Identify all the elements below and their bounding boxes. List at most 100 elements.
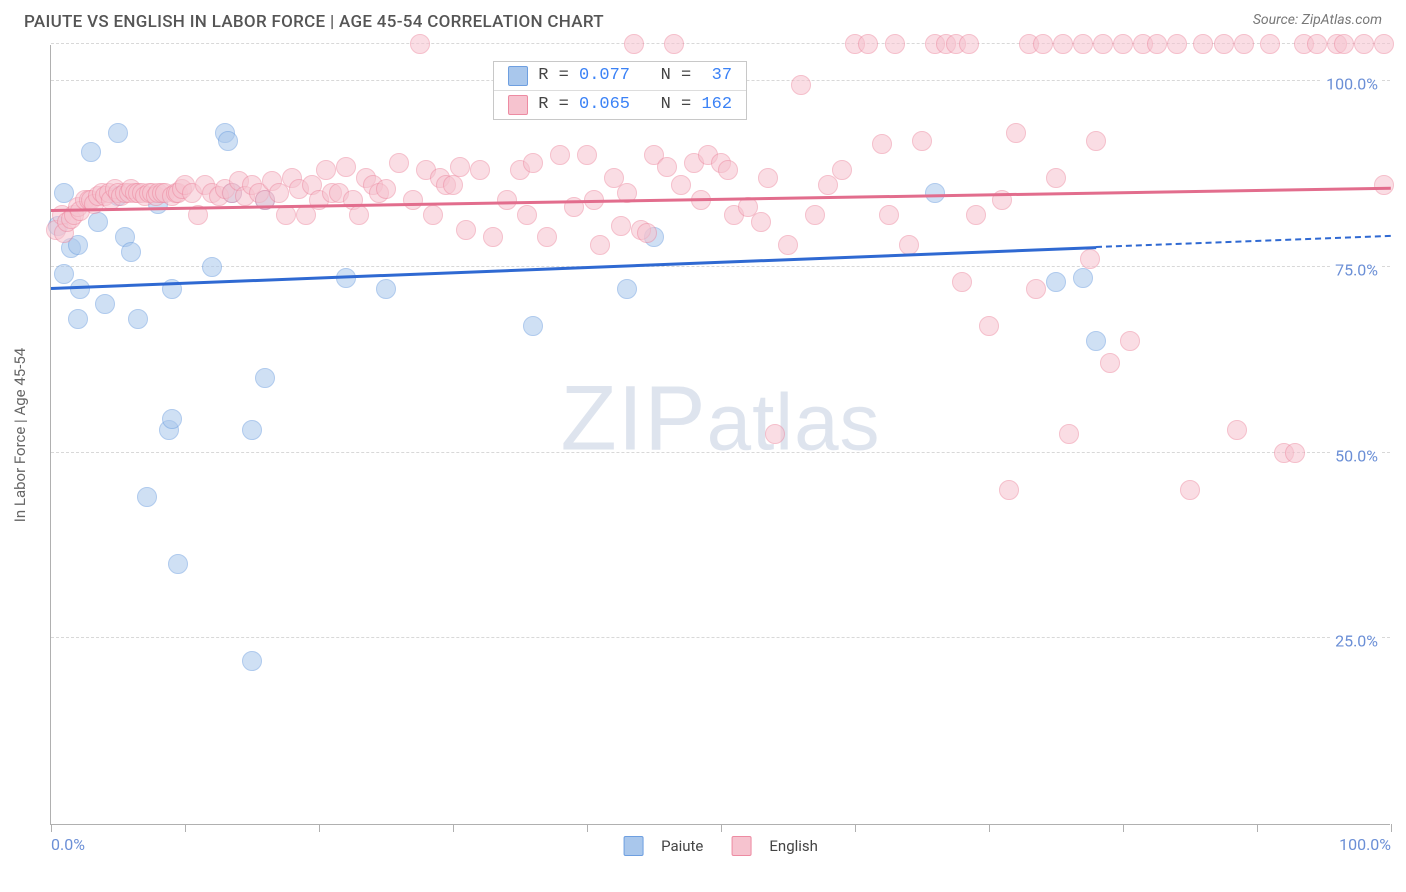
scatter-point [999,480,1019,500]
scatter-point [590,235,610,255]
scatter-point [1214,34,1234,54]
scatter-point [68,309,88,329]
scatter-point [885,34,905,54]
scatter-point [617,279,637,299]
scatter-point [349,205,369,225]
correlation-chart: In Labor Force | Age 45-54 ZIPatlas 25.0… [50,45,1390,825]
scatter-point [276,205,296,225]
legend-item: English [731,836,818,856]
scatter-point [1080,249,1100,269]
gridline [51,637,1390,638]
scatter-point [376,179,396,199]
x-tick [453,824,454,832]
scatter-point [1006,123,1026,143]
scatter-point [657,157,677,177]
scatter-point [1147,34,1167,54]
scatter-point [81,142,101,162]
scatter-point [389,153,409,173]
scatter-point [1059,424,1079,444]
scatter-point [1234,34,1254,54]
scatter-point [1113,34,1133,54]
scatter-point [979,316,999,336]
scatter-point [765,424,785,444]
scatter-point [1046,168,1066,188]
plot-area: ZIPatlas 25.0%50.0%75.0%100.0%0.0%100.0%… [50,45,1390,825]
legend-label: Paiute [661,837,703,855]
scatter-point [523,316,543,336]
legend-item: Paiute [623,836,703,856]
gridline [51,43,1390,44]
scatter-point [1374,175,1394,195]
scatter-point [1374,34,1394,54]
series-swatch [508,66,528,86]
x-tick [989,824,990,832]
scatter-point [443,175,463,195]
x-tick [319,824,320,832]
x-tick [1391,824,1392,832]
scatter-point [832,160,852,180]
scatter-point [1285,443,1305,463]
scatter-point [966,205,986,225]
scatter-point [376,279,396,299]
scatter-point [925,183,945,203]
x-tick [721,824,722,832]
watermark: ZIPatlas [560,366,880,471]
scatter-point [202,257,222,277]
legend-stats-row: R = 0.065 N = 162 [494,90,746,119]
y-tick-label: 25.0% [1331,632,1382,651]
scatter-point [1180,480,1200,500]
y-tick-label: 75.0% [1331,260,1382,279]
scatter-point [1193,34,1213,54]
scatter-point [637,223,657,243]
scatter-point [805,205,825,225]
scatter-point [751,212,771,232]
scatter-point [316,160,336,180]
legend-stats-row: R = 0.077 N = 37 [494,62,746,90]
scatter-point [242,420,262,440]
scatter-point [1033,34,1053,54]
scatter-point [336,157,356,177]
legend-swatch [731,836,751,856]
scatter-point [108,123,128,143]
scatter-point [70,279,90,299]
scatter-point [403,190,423,210]
scatter-point [523,153,543,173]
scatter-point [162,409,182,429]
scatter-point [1167,34,1187,54]
scatter-point [664,34,684,54]
x-tick [587,824,588,832]
scatter-point [242,651,262,671]
scatter-point [470,160,490,180]
scatter-point [624,34,644,54]
scatter-point [423,205,443,225]
scatter-point [497,190,517,210]
scatter-point [450,157,470,177]
scatter-point [168,554,188,574]
y-tick-label: 50.0% [1331,446,1382,465]
scatter-point [54,264,74,284]
legend-stats-text: R = 0.077 N = 37 [538,66,732,85]
scatter-point [671,175,691,195]
scatter-point [1086,131,1106,151]
x-tick [185,824,186,832]
scatter-point [858,34,878,54]
scatter-point [517,205,537,225]
scatter-point [1354,34,1374,54]
scatter-point [952,272,972,292]
scatter-point [879,205,899,225]
legend-stats-box: R = 0.077 N = 37 R = 0.065 N = 162 [493,61,747,120]
scatter-point [778,235,798,255]
y-axis-title: In Labor Force | Age 45-54 [11,348,29,522]
x-tick [1123,824,1124,832]
scatter-point [1120,331,1140,351]
scatter-point [1093,34,1113,54]
series-swatch [508,95,528,115]
scatter-point [137,487,157,507]
trend-line-extrapolated [1096,235,1391,248]
scatter-point [912,131,932,151]
y-tick-label: 100.0% [1322,75,1382,94]
scatter-point [1053,34,1073,54]
scatter-point [95,294,115,314]
scatter-point [128,309,148,329]
scatter-point [1073,268,1093,288]
